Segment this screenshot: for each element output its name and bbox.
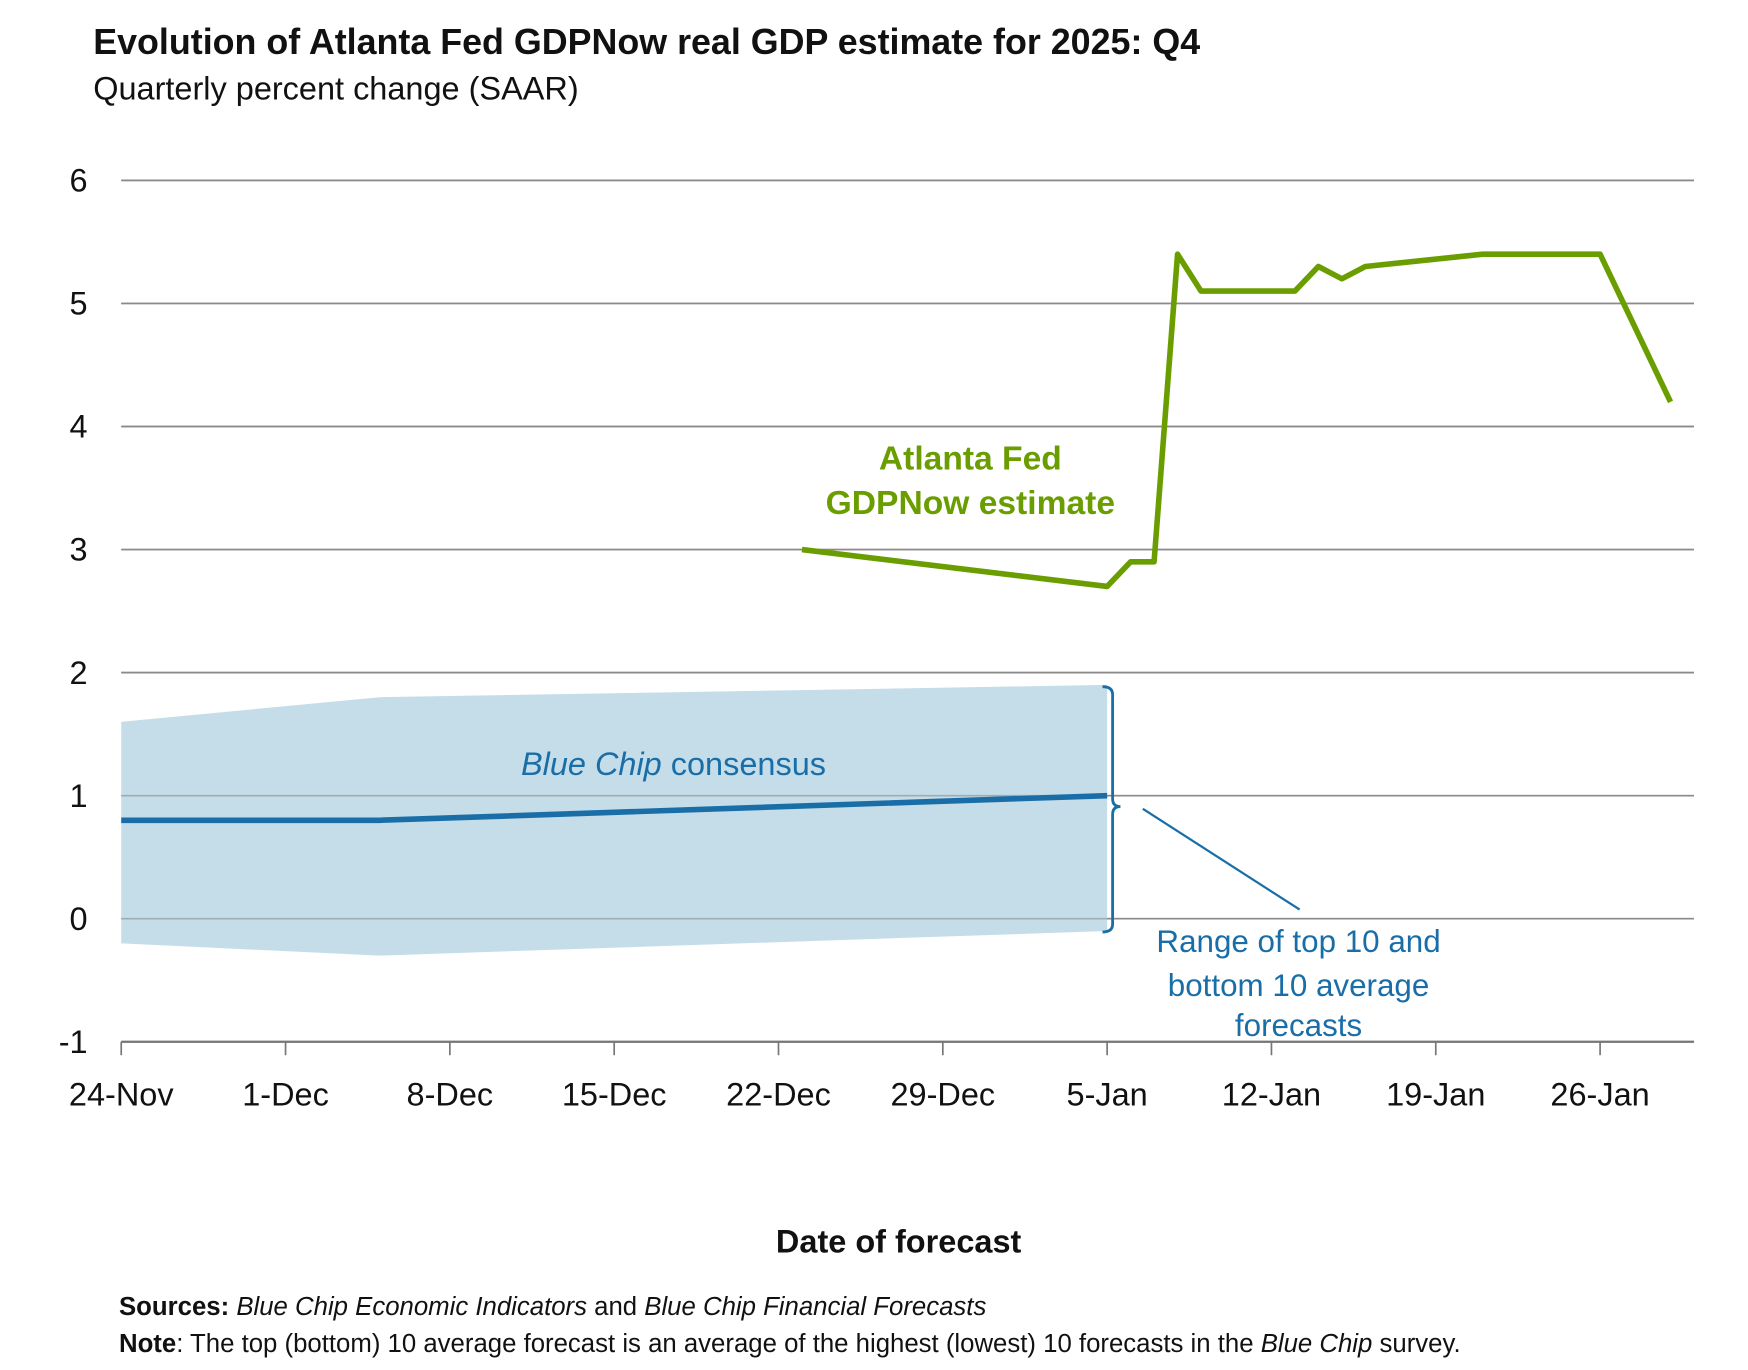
x-tick-label: 26-Jan — [1550, 1077, 1649, 1113]
range-pointer-line — [1142, 807, 1301, 911]
x-axis: 24-Nov 1-Dec 8-Dec 15-Dec 22-Dec 29-Dec 5-Jan 1… — [69, 1040, 1694, 1113]
y-tick-label: 2 — [70, 655, 88, 691]
sources-note: Sources: Blue Chip Economic Indicators a… — [119, 1293, 986, 1321]
gdpnow-label-line2: GDPNow estimate — [826, 485, 1115, 522]
range-band — [121, 684, 1108, 956]
note-italic: Blue Chip — [1261, 1330, 1373, 1358]
x-tick-label: 1-Dec — [242, 1077, 329, 1113]
note-end: survey. — [1372, 1330, 1460, 1358]
x-tick-label: 15-Dec — [562, 1077, 667, 1113]
x-tick-label: 24-Nov — [69, 1077, 174, 1113]
range-bracket — [1102, 685, 1121, 934]
range-band-layer — [121, 179, 1694, 1043]
y-tick-label: -1 — [59, 1024, 88, 1060]
chart-title: Evolution of Atlanta Fed GDPNow real GDP… — [93, 22, 1200, 62]
bluechip-label: Blue Chip consensus — [521, 746, 826, 782]
x-tick-label: 29-Dec — [890, 1077, 995, 1113]
note-label: Note — [119, 1330, 176, 1358]
range-label-line1: Range of top 10 and — [1156, 924, 1440, 959]
y-tick-label: 0 — [70, 901, 88, 937]
atlanta-fed-gdpnow-estimate-line — [801, 251, 1674, 590]
sources-italic-1: Blue Chip Economic Indicators — [236, 1293, 587, 1321]
bluechip-label-italic: Blue Chip — [521, 746, 662, 782]
y-axis: 6 5 4 3 2 1 0 -1 — [59, 163, 88, 1060]
y-tick-label: 3 — [70, 532, 88, 568]
y-tick-label: 6 — [70, 163, 88, 199]
x-tick-label: 8-Dec — [407, 1077, 494, 1113]
series-layer — [121, 251, 1674, 824]
sources-label: Sources: — [119, 1293, 229, 1321]
chart-subtitle: Quarterly percent change (SAAR) — [93, 71, 578, 107]
note-text: : The top (bottom) 10 average forecast i… — [176, 1330, 1260, 1358]
gdpnow-label-line1: Atlanta Fed — [879, 440, 1062, 477]
x-tick-label: 12-Jan — [1222, 1077, 1321, 1113]
x-tick-label: 19-Jan — [1386, 1077, 1485, 1113]
x-tick-label: 22-Dec — [726, 1077, 831, 1113]
range-label-line3: forecasts — [1235, 1008, 1362, 1043]
y-tick-label: 4 — [70, 409, 88, 445]
footnote: Note: The top (bottom) 10 average foreca… — [119, 1330, 1461, 1358]
bluechip-label-rest: consensus — [662, 746, 826, 782]
sources-italic-2: Blue Chip Financial Forecasts — [644, 1293, 986, 1321]
y-tick-label: 1 — [70, 778, 88, 814]
blue-chip-consensus-line — [121, 792, 1108, 824]
x-axis-label: Date of forecast — [776, 1223, 1022, 1259]
range-label-line2: bottom 10 average — [1168, 968, 1430, 1003]
y-tick-label: 5 — [70, 286, 88, 322]
sources-and: and — [587, 1293, 644, 1321]
x-tick-label: 5-Jan — [1067, 1077, 1148, 1113]
